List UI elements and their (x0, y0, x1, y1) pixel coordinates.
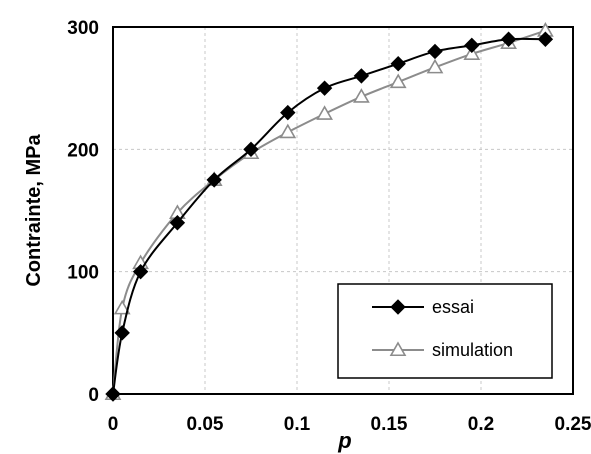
x-tick-label: 0.15 (371, 414, 408, 435)
grid (113, 27, 573, 394)
series-essai (105, 31, 554, 402)
data-point-essai (132, 263, 149, 280)
data-point-simulation (113, 299, 131, 315)
x-tick-label: 0.1 (284, 414, 311, 435)
data-point-simulation (279, 123, 297, 139)
y-tick-label: 300 (67, 18, 99, 39)
legend-label-essai: essai (432, 297, 474, 317)
data-point-essai (464, 37, 480, 54)
legend-box (337, 283, 553, 379)
legend-item-essai: essai (372, 297, 474, 317)
data-point-essai (537, 31, 554, 47)
x-axis-title: p (337, 428, 351, 453)
data-point-simulation (426, 58, 444, 74)
legend-marker-essai (390, 299, 406, 315)
x-tick-label: 0.2 (468, 414, 494, 435)
y-tick-label: 200 (67, 140, 99, 161)
y-tick-label: 0 (88, 385, 99, 406)
data-point-essai (243, 141, 259, 158)
data-point-essai (427, 43, 443, 60)
series-layer (104, 22, 554, 402)
legend-marker-simulation (389, 341, 407, 357)
x-tick-label: 0.05 (187, 414, 224, 435)
data-point-essai (105, 386, 121, 402)
legend: essai simulation (337, 283, 553, 379)
data-point-essai (206, 172, 222, 188)
plot-area-frame (112, 26, 574, 395)
data-point-essai (353, 68, 370, 84)
data-point-essai (280, 104, 296, 121)
data-point-essai (169, 215, 186, 231)
x-tick-label: 0.25 (555, 414, 591, 435)
data-point-simulation (389, 73, 407, 89)
legend-item-simulation: simulation (372, 340, 513, 360)
data-point-simulation (316, 105, 333, 120)
data-point-essai (390, 55, 406, 72)
data-point-essai (500, 31, 517, 47)
data-point-simulation (353, 88, 370, 103)
data-point-essai (114, 325, 130, 341)
data-point-essai (316, 80, 333, 96)
legend-label-simulation: simulation (432, 340, 513, 360)
axis-tick-labels: 0 0.05 0.1 0.15 0.2 0.25 0 100 200 300 (67, 18, 591, 435)
x-tick-label: 0 (108, 414, 119, 435)
y-axis-title: Contrainte, MPa (23, 134, 45, 287)
y-tick-label: 100 (67, 263, 99, 284)
